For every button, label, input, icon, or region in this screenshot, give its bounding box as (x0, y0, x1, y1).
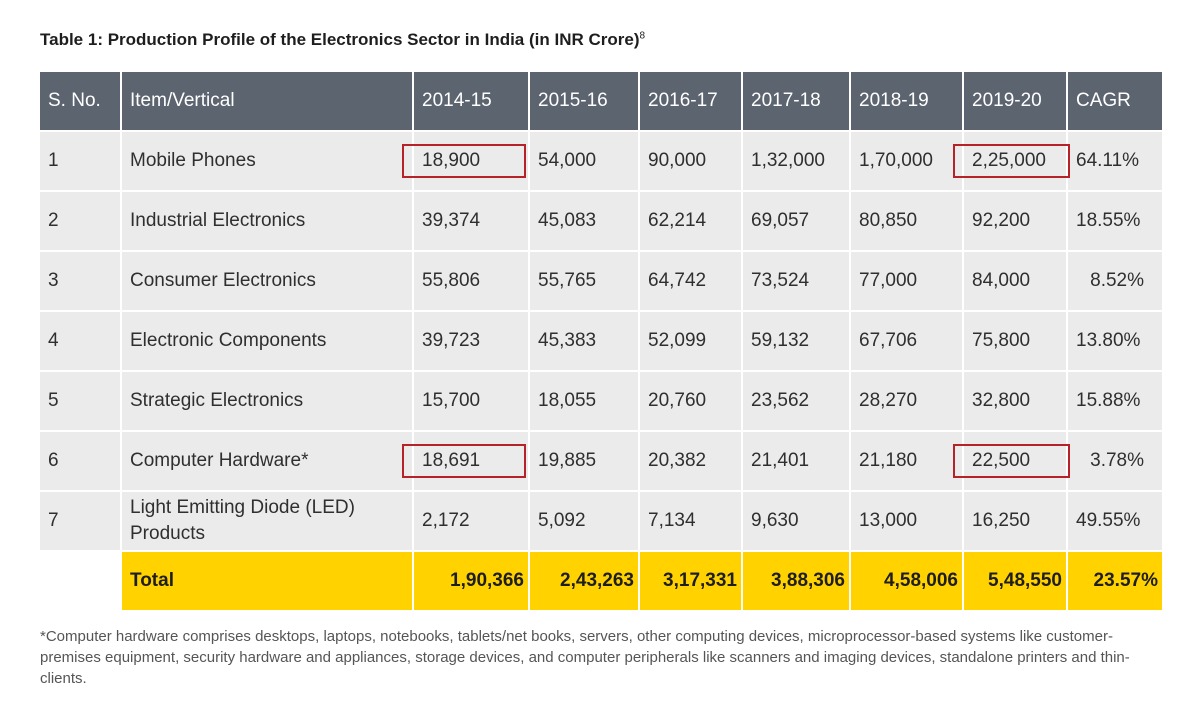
cell-value: 64,742 (638, 251, 742, 312)
cell-value: 55,765 (528, 251, 639, 312)
cell-value: 18,055 (528, 371, 639, 432)
cell-value: 1,32,000 (741, 131, 850, 192)
cell-value-highlighted: 18,691 (402, 431, 529, 492)
table-title-text: Table 1: Production Profile of the Elect… (40, 30, 640, 49)
cell-value: 52,099 (638, 311, 742, 372)
cell-value: 77,000 (849, 251, 963, 312)
cell-value-highlighted: 2,25,000 (953, 131, 1070, 192)
cell-value: 84,000 (962, 251, 1067, 312)
table-row: 6 Computer Hardware* 18,691 19,885 20,38… (40, 431, 1162, 492)
cell-cagr: 13.80% (1066, 311, 1162, 372)
cell-value: 23,562 (741, 371, 850, 432)
cell-sno: 5 (40, 371, 121, 432)
cell-value: 13,000 (849, 491, 963, 552)
cell-blank (40, 551, 121, 612)
cell-value: 7,134 (638, 491, 742, 552)
cell-value: 5,092 (528, 491, 639, 552)
cell-sno: 2 (40, 191, 121, 252)
header-2014-15: 2014-15 (412, 72, 529, 132)
header-cagr: CAGR (1066, 72, 1162, 132)
cell-value: 9,630 (741, 491, 850, 552)
cell-total-cagr: 23.57% (1066, 551, 1162, 612)
cell-value-text: 18,691 (422, 450, 481, 471)
footnote: *Computer hardware comprises desktops, l… (40, 628, 1130, 687)
table-row: 1 Mobile Phones 18,900 54,000 90,000 1,3… (40, 131, 1162, 192)
table-row: 4 Electronic Components 39,723 45,383 52… (40, 311, 1162, 372)
cell-cagr: 49.55% (1066, 491, 1162, 552)
cell-cagr: 18.55% (1066, 191, 1162, 252)
cell-cagr: 15.88% (1066, 371, 1162, 432)
cell-total-value: 3,17,331 (638, 551, 742, 612)
cell-value: 59,132 (741, 311, 850, 372)
cell-value: 73,524 (741, 251, 850, 312)
cell-item: Light Emitting Diode (LED) Products (120, 491, 413, 552)
cell-value-text: 18,900 (422, 150, 481, 171)
cell-value: 62,214 (638, 191, 742, 252)
total-row: Total 1,90,366 2,43,263 3,17,331 3,88,30… (40, 551, 1162, 612)
cell-value: 19,885 (528, 431, 639, 492)
cell-value: 55,806 (412, 251, 529, 312)
cell-cagr: 3.78% (1066, 431, 1162, 492)
cell-value: 21,401 (741, 431, 850, 492)
cell-value: 80,850 (849, 191, 963, 252)
cell-sno: 7 (40, 491, 121, 552)
cell-value: 45,383 (528, 311, 639, 372)
cell-value: 75,800 (962, 311, 1067, 372)
cell-total-value: 2,43,263 (528, 551, 639, 612)
cell-item: Industrial Electronics (120, 191, 413, 252)
cell-value: 21,180 (849, 431, 963, 492)
cell-cagr: 8.52% (1066, 251, 1162, 312)
cell-value: 1,70,000 (849, 131, 963, 192)
cell-total-value: 4,58,006 (849, 551, 963, 612)
cell-value: 54,000 (528, 131, 639, 192)
cell-cagr: 64.11% (1066, 131, 1162, 192)
cell-total-value: 1,90,366 (412, 551, 529, 612)
table-row: 5 Strategic Electronics 15,700 18,055 20… (40, 371, 1162, 432)
header-2016-17: 2016-17 (638, 72, 742, 132)
cell-value: 28,270 (849, 371, 963, 432)
cell-value: 16,250 (962, 491, 1067, 552)
cell-value: 39,723 (412, 311, 529, 372)
header-sno: S. No. (40, 72, 121, 132)
table-title: Table 1: Production Profile of the Elect… (40, 30, 645, 50)
cell-value-highlighted: 18,900 (402, 131, 529, 192)
table-row: 7 Light Emitting Diode (LED) Products 2,… (40, 491, 1162, 552)
table-row: 3 Consumer Electronics 55,806 55,765 64,… (40, 251, 1162, 312)
header-2017-18: 2017-18 (741, 72, 850, 132)
cell-value: 20,382 (638, 431, 742, 492)
cell-value: 15,700 (412, 371, 529, 432)
header-item: Item/Vertical (120, 72, 413, 132)
cell-value-text: 2,25,000 (972, 150, 1046, 171)
cell-value: 32,800 (962, 371, 1067, 432)
cell-sno: 4 (40, 311, 121, 372)
cell-item: Consumer Electronics (120, 251, 413, 312)
cell-item: Computer Hardware* (120, 431, 413, 492)
header-2015-16: 2015-16 (528, 72, 639, 132)
cell-value: 69,057 (741, 191, 850, 252)
cell-value: 92,200 (962, 191, 1067, 252)
cell-total-label: Total (120, 551, 413, 612)
cell-item: Electronic Components (120, 311, 413, 372)
cell-value: 90,000 (638, 131, 742, 192)
cell-value: 20,760 (638, 371, 742, 432)
cell-sno: 6 (40, 431, 121, 492)
cell-sno: 1 (40, 131, 121, 192)
table-row: 2 Industrial Electronics 39,374 45,083 6… (40, 191, 1162, 252)
cell-item: Strategic Electronics (120, 371, 413, 432)
cell-value: 39,374 (412, 191, 529, 252)
cell-value: 67,706 (849, 311, 963, 372)
cell-value: 2,172 (412, 491, 529, 552)
cell-value: 45,083 (528, 191, 639, 252)
header-2018-19: 2018-19 (849, 72, 963, 132)
cell-total-value: 3,88,306 (741, 551, 850, 612)
cell-sno: 3 (40, 251, 121, 312)
cell-total-value: 5,48,550 (962, 551, 1067, 612)
cell-item: Mobile Phones (120, 131, 413, 192)
production-table: S. No. Item/Vertical 2014-15 2015-16 201… (40, 72, 1162, 612)
cell-value-highlighted: 22,500 (953, 431, 1070, 492)
cell-value-text: 22,500 (972, 450, 1031, 471)
header-row: S. No. Item/Vertical 2014-15 2015-16 201… (40, 72, 1162, 132)
footnote-reference: 8 (639, 30, 646, 42)
header-2019-20: 2019-20 (962, 72, 1067, 132)
